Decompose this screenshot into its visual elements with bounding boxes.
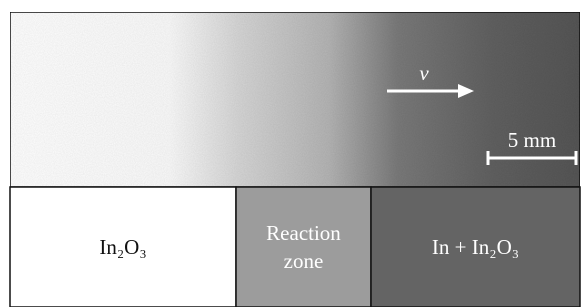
velocity-label: v — [419, 61, 429, 85]
figure: v 5 mm In₂O₃ Reaction zone In + In₂O₃ — [0, 0, 583, 307]
zone-label: In₂O₃ — [99, 235, 146, 259]
zone-box — [236, 187, 371, 307]
micrograph: v 5 mm — [10, 12, 580, 187]
zone-label: In + In₂O₃ — [432, 235, 519, 259]
scale-bar-label: 5 mm — [508, 128, 556, 152]
zone-label: Reaction — [266, 221, 341, 245]
image-area — [10, 12, 580, 187]
zone-label: zone — [284, 249, 324, 273]
